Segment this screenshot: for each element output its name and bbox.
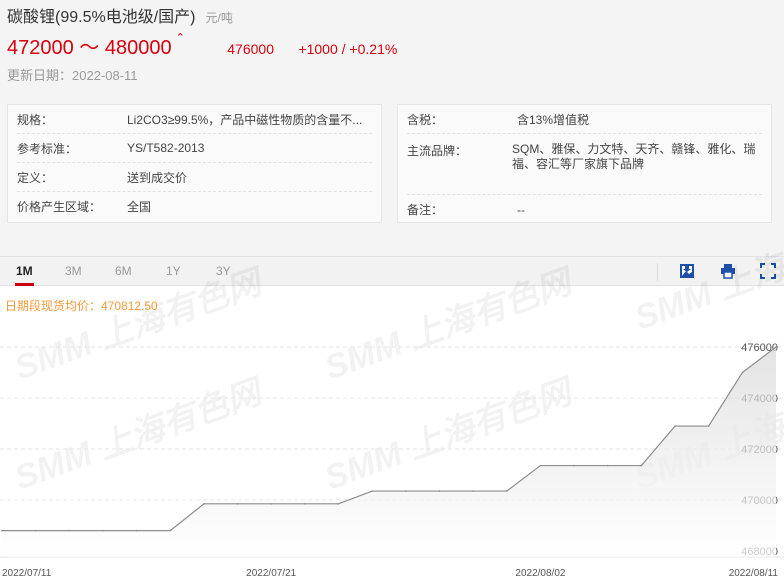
x-tick-label: 2022/08/11: [729, 568, 779, 579]
data-point[interactable]: [573, 464, 575, 467]
info-value: --: [517, 202, 525, 217]
info-value: SQM、雅保、力文特、天齐、赣锋、雅化、瑞福、容汇等厂家旗下品牌: [512, 142, 756, 171]
data-point[interactable]: [337, 503, 340, 505]
tab-3m[interactable]: 3M: [65, 264, 82, 278]
data-point[interactable]: [68, 529, 71, 532]
data-point[interactable]: [34, 529, 37, 532]
data-point[interactable]: [640, 464, 643, 467]
update-date: 更新日期：2022-08-11: [7, 68, 138, 83]
data-point[interactable]: [371, 490, 373, 492]
info-value: YS/T582-2013: [127, 141, 205, 155]
info-key: 含税：: [407, 112, 444, 127]
series-area: [2, 347, 776, 557]
average-price-label: 日期段现货均价：470812.50: [5, 299, 158, 313]
chart-toolbar: 1M 3M 6M 1Y 3Y: [0, 256, 784, 286]
data-point[interactable]: [102, 529, 104, 532]
info-key: 参考标准：: [17, 141, 78, 156]
x-tick-label: 2022/08/02: [515, 568, 565, 579]
data-point[interactable]: [741, 371, 744, 374]
info-row: 主流品牌： SQM、雅保、力文特、天齐、赣锋、雅化、瑞福、容汇等厂家旗下品牌: [407, 134, 762, 195]
up-arrow-icon: ⌃: [175, 32, 185, 44]
tab-3y[interactable]: 3Y: [216, 264, 231, 278]
product-title: 碳酸锂(99.5%电池级/国产) 元/吨: [7, 3, 233, 27]
info-row: 含税： 含13%增值税: [407, 105, 762, 134]
info-key: 价格产生区域：: [17, 200, 102, 214]
mid-price: 476000: [227, 41, 274, 57]
info-row: 价格产生区域： 全国: [17, 192, 372, 221]
y-tick-label: 476000: [741, 342, 778, 354]
x-tick-label: 2022/07/21: [246, 568, 296, 579]
image-download-icon[interactable]: [679, 263, 695, 279]
info-row: 参考标准： YS/T582-2013: [17, 134, 372, 163]
data-point[interactable]: [775, 346, 777, 348]
data-point[interactable]: [438, 490, 441, 492]
fullscreen-icon[interactable]: [760, 263, 776, 279]
info-key: 主流品牌：: [407, 144, 468, 158]
info-box-right: 含税： 含13%增值税主流品牌： SQM、雅保、力文特、天齐、赣锋、雅化、瑞福、容汇…: [397, 104, 772, 223]
data-point[interactable]: [1, 529, 3, 532]
data-point[interactable]: [270, 503, 273, 505]
data-point[interactable]: [135, 529, 138, 532]
watermark: SMM 上海有色网: [320, 262, 581, 388]
divider: [657, 263, 658, 281]
data-point[interactable]: [707, 425, 710, 427]
data-point[interactable]: [236, 503, 239, 505]
info-row: 规格： Li2CO3≥99.5%，产品中磁性物质的含量不...: [17, 105, 372, 134]
info-row: 定义： 送到成交价: [17, 163, 372, 192]
data-point[interactable]: [539, 464, 542, 467]
tab-6m[interactable]: 6M: [115, 264, 132, 278]
series-line: [2, 346, 777, 532]
info-value: 含13%增值税: [517, 112, 590, 127]
info-box-left: 规格： Li2CO3≥99.5%，产品中磁性物质的含量不... 参考标准： YS/T5…: [7, 104, 382, 223]
data-point[interactable]: [203, 503, 205, 505]
data-point[interactable]: [606, 464, 609, 467]
watermark: SMM 上海有色网: [10, 372, 271, 498]
info-key: 备注：: [407, 203, 444, 217]
info-key: 规格：: [17, 112, 54, 127]
data-point[interactable]: [472, 490, 474, 492]
title-text: 碳酸锂(99.5%电池级/国产): [7, 9, 196, 26]
watermark: SMM 上海有色网: [10, 262, 271, 388]
info-value: Li2CO3≥99.5%，产品中磁性物质的含量不...: [127, 112, 363, 127]
data-point[interactable]: [405, 490, 407, 492]
info-key: 定义：: [17, 170, 54, 185]
tab-1y[interactable]: 1Y: [166, 264, 181, 278]
data-point[interactable]: [674, 425, 676, 427]
info-value: 全国: [127, 200, 152, 214]
price-change: +1000 / +0.21%: [298, 41, 398, 57]
price-range: 472000 ～ 480000: [7, 37, 172, 59]
print-icon[interactable]: [720, 263, 736, 279]
unit-label: 元/吨: [205, 11, 233, 25]
x-tick-label: 2022/07/11: [2, 568, 52, 579]
info-value: 送到成交价: [127, 170, 188, 185]
price-row: 472000 ～ 480000 ⌃ 476000 +1000 / +0.21%: [7, 31, 397, 60]
data-point[interactable]: [169, 529, 172, 532]
info-row: 备注： --: [407, 195, 762, 224]
data-point[interactable]: [304, 503, 306, 505]
tab-1m[interactable]: 1M: [15, 264, 34, 286]
watermark: SMM 上海有色网: [630, 212, 784, 338]
data-point[interactable]: [505, 490, 508, 492]
